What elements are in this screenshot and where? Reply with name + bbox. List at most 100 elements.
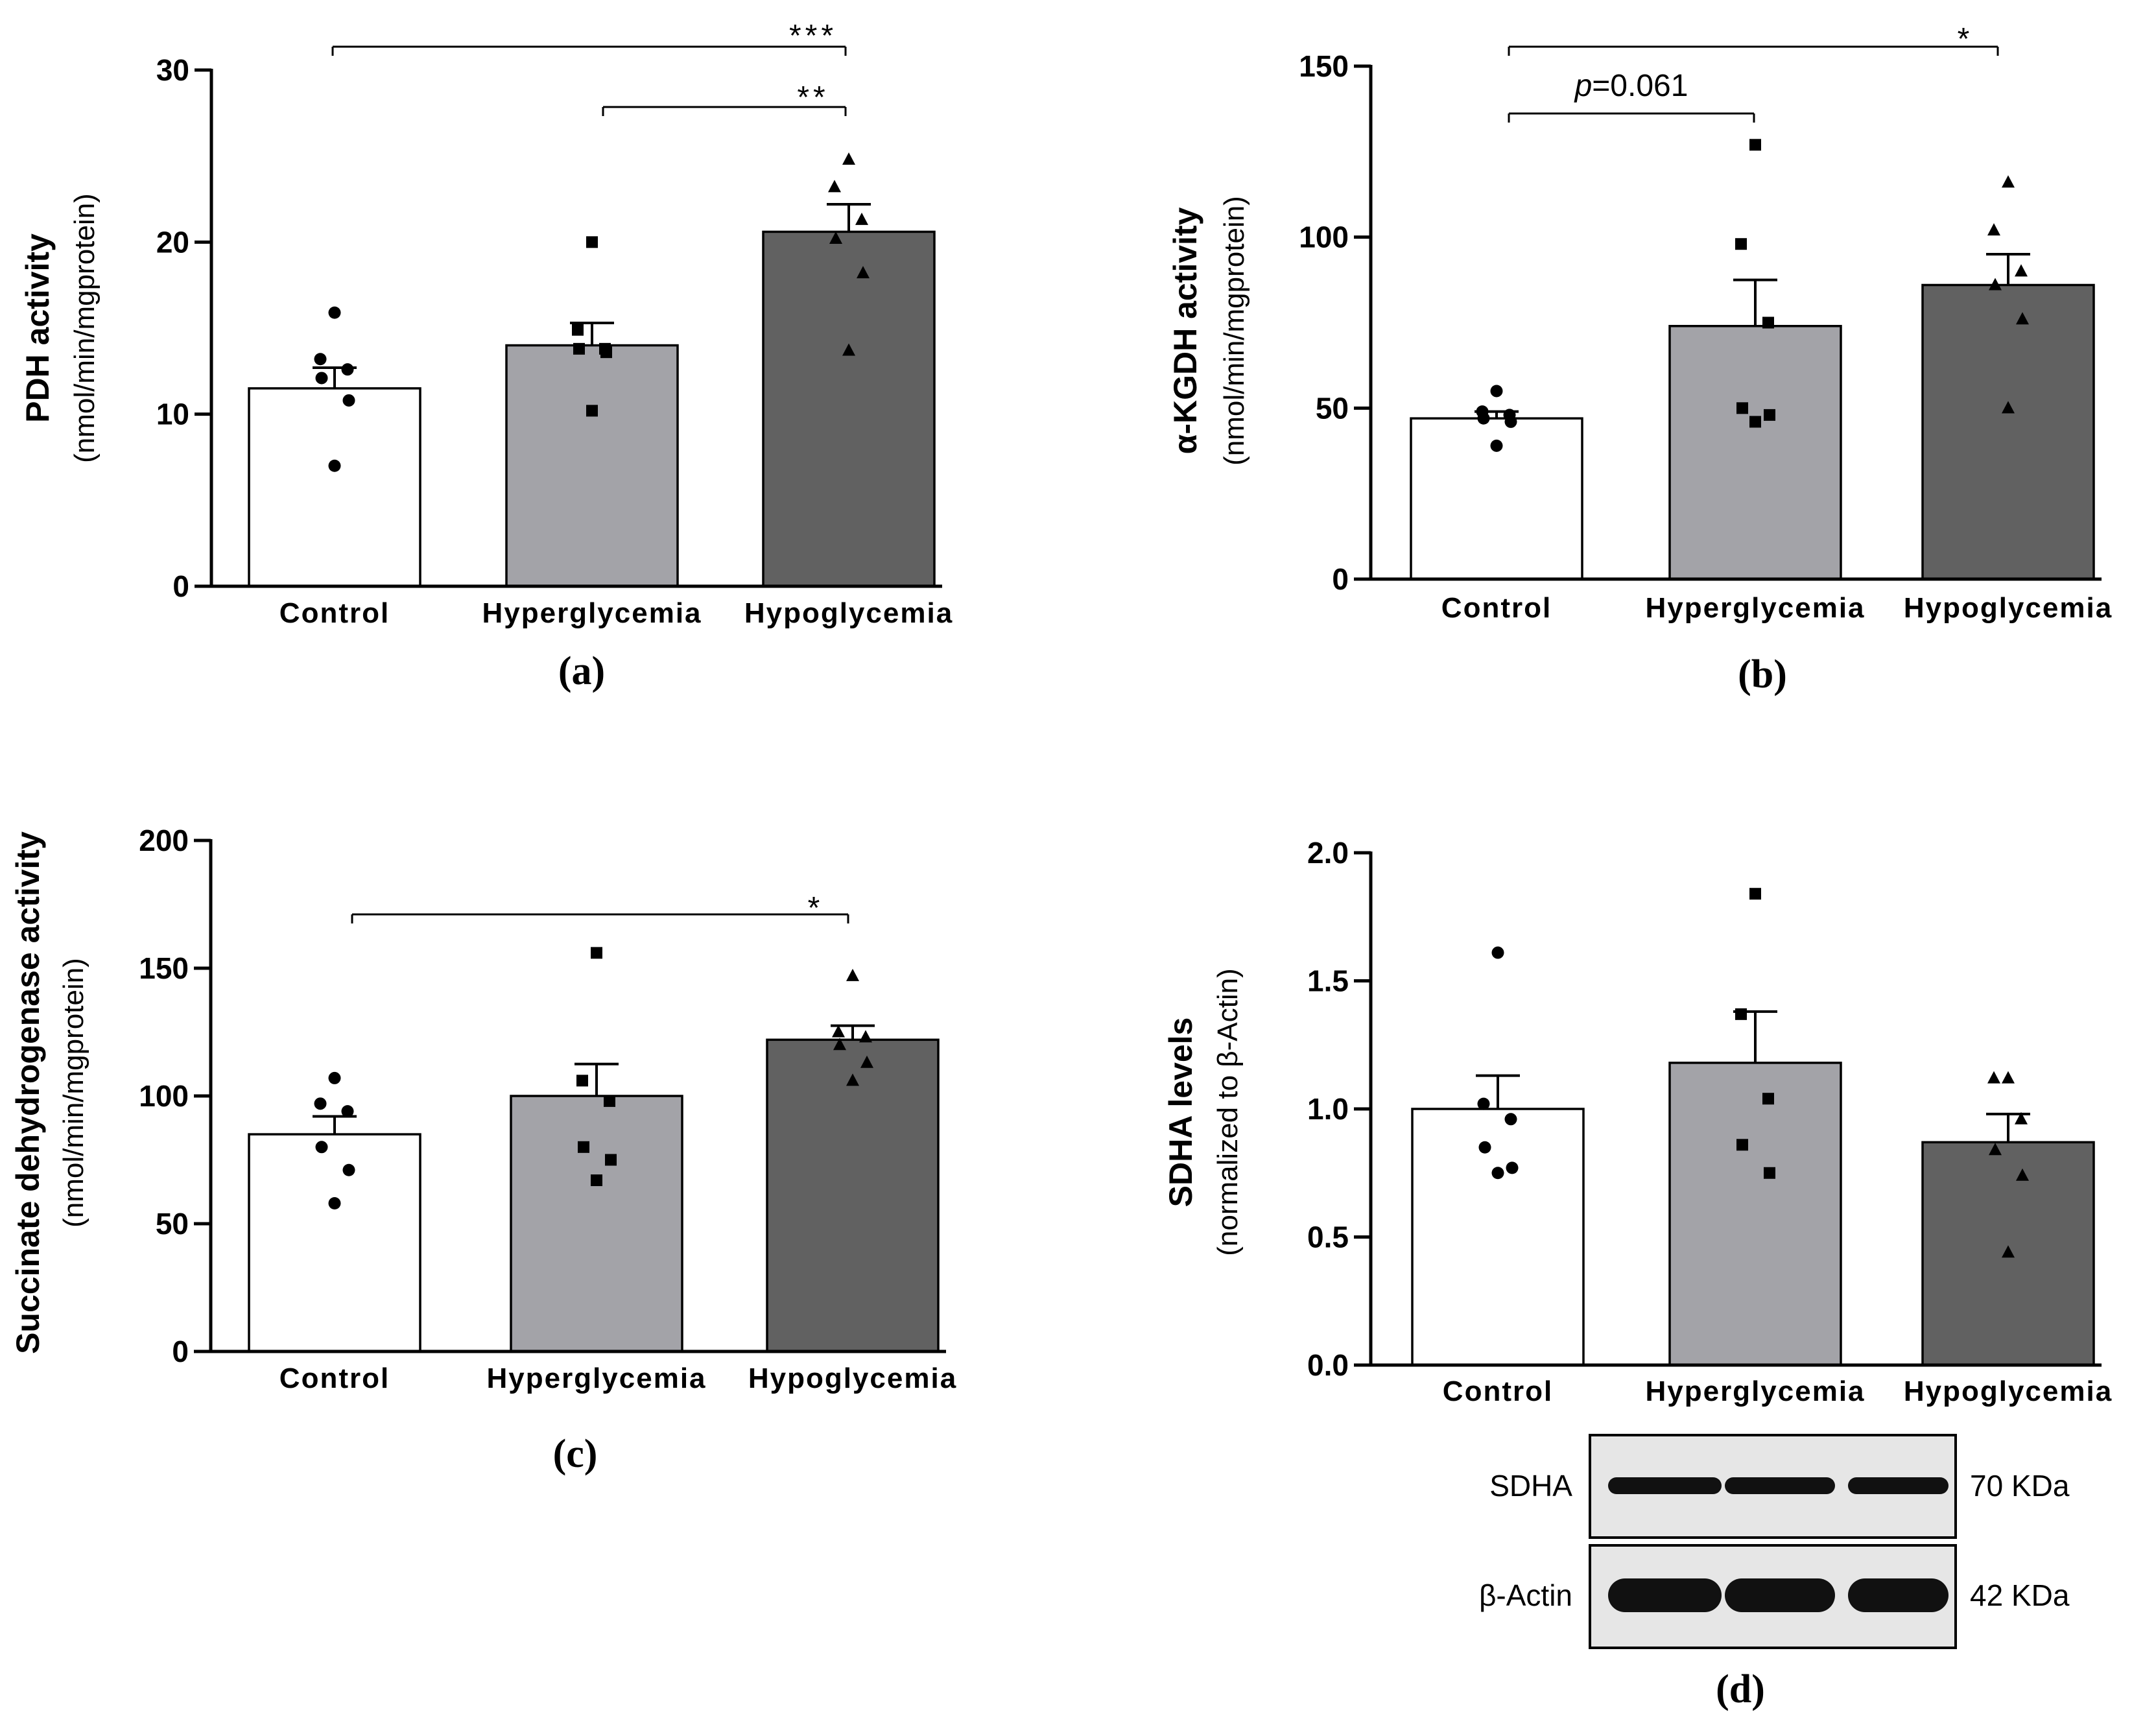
data-point <box>2002 175 2015 188</box>
data-point <box>315 1141 328 1154</box>
data-point <box>1989 1143 2002 1156</box>
x-category-label: Hypoglycemia <box>1904 1375 2113 1407</box>
data-point <box>578 1141 589 1153</box>
chart-panel-1: 0 10 20 30 Control Hyperglycemia Hypoglycemia P… <box>19 19 953 693</box>
data-point <box>600 346 612 359</box>
x-category-label: Hypoglycemia <box>744 597 953 629</box>
data-point <box>2016 312 2029 325</box>
data-point <box>833 1038 846 1051</box>
y-axis-unit: (normalized to β-Actin) <box>1212 968 1244 1255</box>
data-point <box>576 1075 588 1087</box>
bar <box>762 230 936 588</box>
bar <box>766 1038 940 1353</box>
panel-label: (a) <box>558 649 605 693</box>
data-point <box>586 236 598 248</box>
panel-label: (c) <box>553 1432 598 1476</box>
panel-label: (d) <box>1716 1667 1765 1711</box>
x-category-label: Hyperglycemia <box>486 1362 706 1394</box>
blot-band <box>1725 1477 1835 1494</box>
data-point <box>314 353 327 366</box>
y-axis-title: SDHA levels <box>1163 1017 1199 1208</box>
data-point <box>573 342 585 355</box>
data-point <box>572 324 584 336</box>
data-point <box>1749 416 1761 428</box>
data-point <box>2002 1071 2015 1084</box>
data-point <box>860 1055 873 1068</box>
y-axis-title: α-KGDH activity <box>1167 207 1203 454</box>
data-point <box>315 372 328 385</box>
data-point <box>1504 415 1517 428</box>
y-tick-label: 1.0 <box>1307 1092 1349 1126</box>
bar <box>248 387 421 588</box>
bar <box>1668 1062 1842 1366</box>
blot-row-label: β-Actin <box>1479 1578 1572 1612</box>
data-point <box>1989 278 2002 291</box>
y-tick-label: 200 <box>139 824 189 857</box>
bar <box>1921 283 2095 580</box>
data-point <box>1477 1097 1490 1110</box>
y-tick-label: 100 <box>139 1079 189 1113</box>
bar <box>248 1133 421 1353</box>
data-point <box>1490 439 1503 452</box>
y-tick-label: 0 <box>172 569 189 603</box>
x-category-label: Hypoglycemia <box>1904 592 2113 624</box>
y-tick-label: 150 <box>139 951 189 985</box>
y-tick-label: 30 <box>156 53 189 87</box>
blot-row-label: SDHA <box>1489 1469 1572 1503</box>
bar <box>1668 325 1842 580</box>
data-point <box>586 405 598 417</box>
y-tick-label: 100 <box>1299 220 1349 254</box>
data-point <box>341 363 354 376</box>
x-category-label: Hyperglycemia <box>1645 1375 1865 1407</box>
y-tick-label: 2.0 <box>1307 836 1349 870</box>
y-axis-title: PDH activity <box>19 233 56 423</box>
data-point <box>1762 1093 1774 1105</box>
data-point <box>832 1025 845 1038</box>
data-point <box>1987 1071 2000 1084</box>
data-point <box>857 266 870 279</box>
data-point <box>591 947 602 959</box>
data-point <box>1749 888 1761 900</box>
data-point <box>328 459 341 472</box>
x-category-label: Control <box>1443 1375 1553 1407</box>
data-point <box>1987 223 2000 236</box>
data-point <box>1491 946 1504 959</box>
y-tick-label: 50 <box>156 1207 189 1241</box>
data-point <box>1504 1113 1517 1126</box>
y-axis-unit: (nmol/min/mgprotein) <box>69 193 101 463</box>
y-tick-label: 10 <box>156 398 189 431</box>
data-point <box>828 180 841 193</box>
data-point <box>1762 316 1774 329</box>
x-category-label: Control <box>1441 592 1552 624</box>
data-point <box>314 1097 327 1110</box>
y-axis-unit: (nmol/min/mgprotein) <box>1218 196 1250 466</box>
data-point <box>1764 1167 1775 1179</box>
data-point <box>1764 409 1775 421</box>
y-tick-label: 0.5 <box>1307 1220 1349 1254</box>
data-point <box>2002 401 2015 414</box>
data-point <box>328 306 341 319</box>
bar <box>510 1095 683 1353</box>
chart-panel-3: 0 50 100 150 200 Control Hyperglycemia Hypoglyc… <box>10 824 957 1476</box>
blot-band <box>1608 1477 1722 1494</box>
data-point <box>604 1095 615 1107</box>
significance-label: *** <box>789 19 837 53</box>
data-point <box>591 1174 602 1187</box>
blot-size-label: 42 KDa <box>1970 1578 2070 1612</box>
data-point <box>1490 385 1503 398</box>
data-point <box>2002 1245 2015 1258</box>
blot-band <box>1848 1477 1949 1494</box>
data-point <box>1735 238 1747 250</box>
data-point <box>1749 139 1761 151</box>
data-point <box>342 1163 355 1176</box>
data-point <box>2016 1168 2029 1181</box>
data-point <box>605 1154 617 1166</box>
chart-panel-2: 0 50 100 150 Control Hyperglycemia Hypoglycemi… <box>1167 22 2113 696</box>
data-point <box>842 343 855 356</box>
y-tick-label: 20 <box>156 225 189 259</box>
x-category-label: Hypoglycemia <box>748 1362 957 1394</box>
data-point <box>2015 264 2028 277</box>
data-point <box>1491 1167 1504 1180</box>
western-blot: SDHA 70 KDa β-Actin 42 KDa <box>1479 1434 2070 1649</box>
